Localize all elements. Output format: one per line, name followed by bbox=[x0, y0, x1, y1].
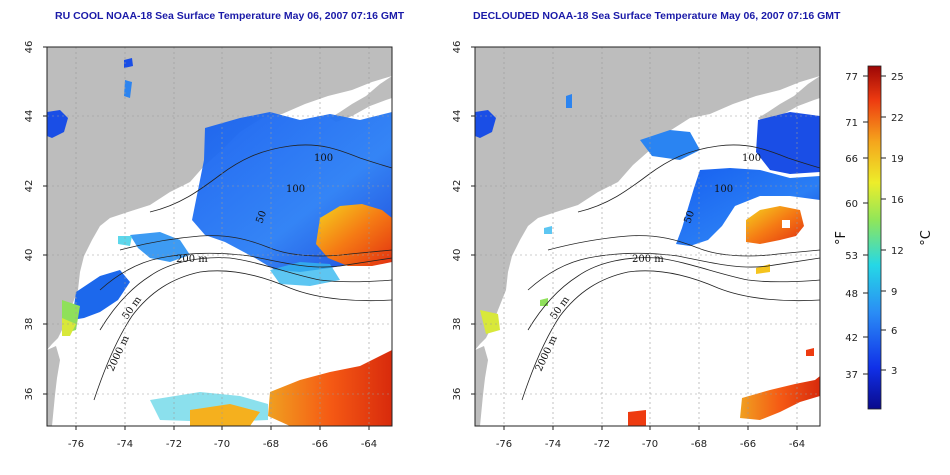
y-tick: 44 bbox=[24, 110, 35, 123]
f-tick: 53 bbox=[845, 251, 858, 262]
x-tick: -70 bbox=[642, 439, 658, 450]
contour-label: 50 bbox=[682, 209, 697, 225]
contour-label: 200 m bbox=[632, 254, 664, 265]
right-contours bbox=[521, 144, 821, 401]
left-y-tick-labels: 46 44 42 40 38 36 bbox=[24, 41, 35, 401]
y-tick: 38 bbox=[24, 318, 35, 331]
y-tick: 42 bbox=[452, 180, 463, 193]
c-tick: 25 bbox=[891, 72, 904, 83]
x-tick: -68 bbox=[263, 439, 279, 450]
left-land bbox=[47, 47, 392, 350]
f-tick: 37 bbox=[845, 370, 858, 381]
right-warm-eddy bbox=[746, 206, 804, 244]
right-y-tick-labels: 46 44 42 40 38 36 bbox=[452, 41, 463, 401]
left-map-title: RU COOL NOAA-18 Sea Surface Temperature … bbox=[55, 10, 405, 22]
x-tick: -76 bbox=[496, 439, 512, 450]
y-tick: 38 bbox=[452, 318, 463, 331]
y-tick: 42 bbox=[24, 180, 35, 193]
x-tick: -72 bbox=[594, 439, 610, 450]
contour-label: 100 bbox=[714, 184, 733, 195]
y-tick: 36 bbox=[24, 388, 35, 401]
fahrenheit-label: °F bbox=[834, 231, 849, 245]
y-tick: 44 bbox=[452, 110, 463, 123]
f-tick: 66 bbox=[845, 154, 858, 165]
left-contours bbox=[93, 144, 393, 401]
fahrenheit-ticks: 77 71 66 60 53 48 42 37 bbox=[845, 72, 858, 381]
x-tick: -74 bbox=[545, 439, 561, 450]
colorbar-gradient bbox=[867, 65, 882, 410]
right-x-tick-labels: -76 -74 -72 -70 -68 -66 -64 bbox=[496, 439, 805, 450]
celsius-label: °C bbox=[919, 230, 934, 246]
contour-label: 100 bbox=[286, 184, 305, 195]
left-gulf-stream bbox=[268, 350, 392, 426]
y-tick: 46 bbox=[452, 41, 463, 54]
x-tick: -64 bbox=[361, 439, 377, 450]
x-tick: -66 bbox=[312, 439, 328, 450]
c-tick: 19 bbox=[891, 154, 904, 165]
x-tick: -68 bbox=[691, 439, 707, 450]
f-tick: 60 bbox=[845, 199, 858, 210]
contour-label: 100 bbox=[314, 153, 333, 164]
c-tick: 12 bbox=[891, 246, 904, 257]
c-tick: 3 bbox=[891, 366, 897, 377]
c-tick: 22 bbox=[891, 113, 904, 124]
f-tick: 77 bbox=[845, 72, 858, 83]
left-x-tick-labels: -76 -74 -72 -70 -68 -66 -64 bbox=[68, 439, 377, 450]
left-map: -76 -74 -72 -70 -68 -66 -64 46 44 42 40 … bbox=[24, 41, 393, 450]
c-tick: 6 bbox=[891, 326, 897, 337]
left-warm-eddy bbox=[316, 204, 392, 266]
y-tick: 40 bbox=[24, 249, 35, 262]
contour-label: 200 m bbox=[176, 254, 208, 265]
x-tick: -72 bbox=[166, 439, 182, 450]
right-land bbox=[475, 47, 820, 350]
y-tick: 40 bbox=[452, 249, 463, 262]
f-tick: 48 bbox=[845, 289, 858, 300]
x-tick: -76 bbox=[68, 439, 84, 450]
y-tick: 46 bbox=[24, 41, 35, 54]
right-grid bbox=[475, 47, 820, 426]
colorbar: 77 71 66 60 53 48 42 37 25 22 19 16 12 9… bbox=[834, 65, 934, 410]
c-tick: 16 bbox=[891, 195, 904, 206]
celsius-ticks: 25 22 19 16 12 9 6 3 bbox=[891, 72, 904, 377]
right-map-title: DECLOUDED NOAA-18 Sea Surface Temperatur… bbox=[473, 10, 841, 22]
contour-label: 100 bbox=[742, 153, 761, 164]
contour-label: 50 bbox=[254, 209, 269, 225]
right-gulf-stream bbox=[740, 376, 820, 420]
right-map: -76 -74 -72 -70 -68 -66 -64 46 44 42 40 … bbox=[452, 41, 821, 450]
c-tick: 9 bbox=[891, 287, 897, 298]
f-tick: 71 bbox=[845, 118, 858, 129]
right-cold-water bbox=[676, 168, 820, 246]
f-tick: 42 bbox=[845, 333, 858, 344]
left-grid bbox=[47, 47, 392, 426]
y-tick: 36 bbox=[452, 388, 463, 401]
x-tick: -74 bbox=[117, 439, 133, 450]
x-tick: -66 bbox=[740, 439, 756, 450]
x-tick: -64 bbox=[789, 439, 805, 450]
x-tick: -70 bbox=[214, 439, 230, 450]
